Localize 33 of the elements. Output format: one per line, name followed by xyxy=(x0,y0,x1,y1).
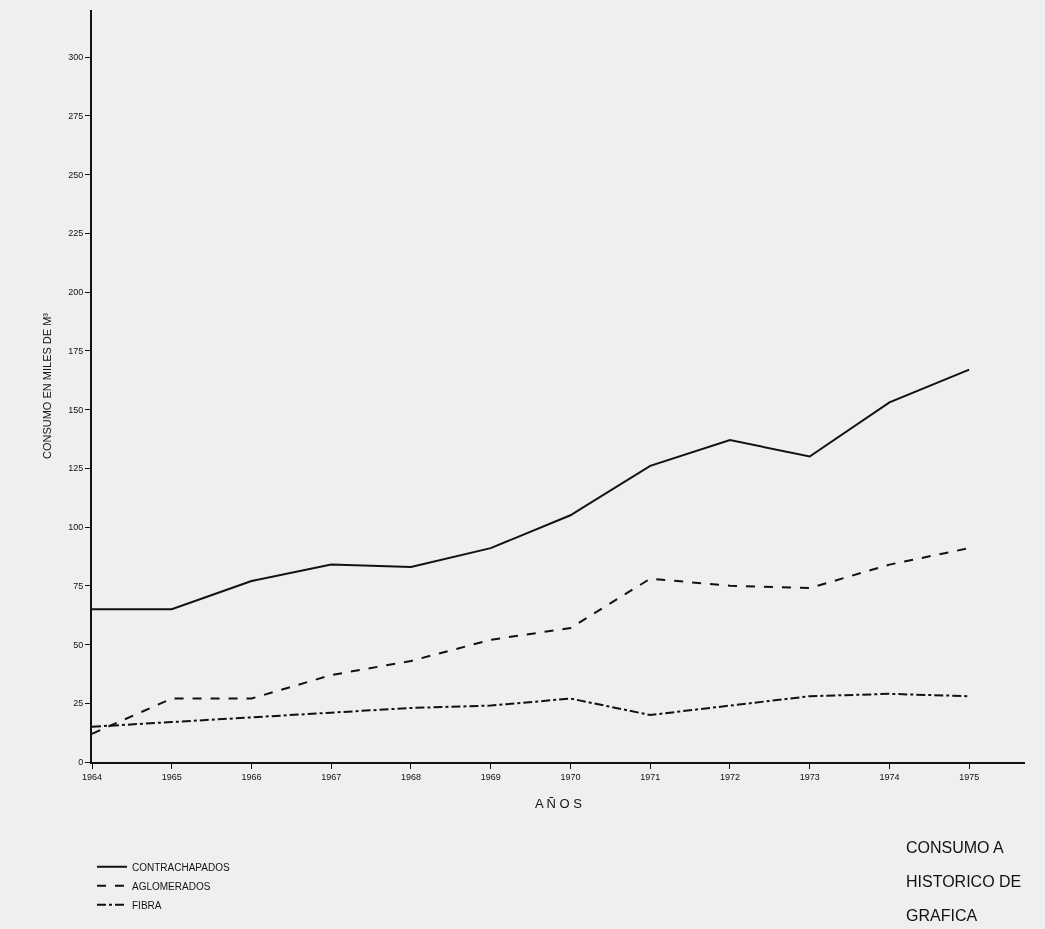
y-tick-label: 150 xyxy=(68,404,84,415)
x-tick-label: 1968 xyxy=(400,771,421,782)
y-tick-label: 225 xyxy=(68,228,84,239)
y-axis-title: CONSUMO EN MILES DE M³ xyxy=(41,312,54,460)
x-tick-label: 1974 xyxy=(879,771,900,782)
y-tick-label: 175 xyxy=(68,345,84,356)
text: GRAFICA xyxy=(906,907,978,924)
y-tick-label: 100 xyxy=(68,522,84,533)
x-tick-label: 1969 xyxy=(480,771,501,782)
y-tick-label: 25 xyxy=(73,698,84,709)
y-tick-label: 300 xyxy=(68,52,84,63)
legend-label: AGLOMERADOS xyxy=(132,880,211,892)
x-tick-label: 1973 xyxy=(799,771,820,782)
text: CONSUMO A xyxy=(906,839,1005,856)
x-tick-label: 1970 xyxy=(560,771,581,782)
legend-label: FIBRA xyxy=(132,899,162,911)
x-tick-label: 1967 xyxy=(321,771,342,782)
y-tick-label: 250 xyxy=(68,169,84,180)
text: HISTORICO DE xyxy=(906,873,1022,890)
y-tick-label: 125 xyxy=(68,463,84,474)
y-tick-label: 0 xyxy=(78,757,84,768)
x-axis-title: A Ñ O S xyxy=(535,795,583,811)
y-tick-label: 50 xyxy=(73,639,84,650)
y-tick-label: 275 xyxy=(68,110,84,121)
x-tick-label: 1965 xyxy=(161,771,182,782)
x-tick-label: 1975 xyxy=(959,771,980,782)
x-tick-label: 1966 xyxy=(241,771,262,782)
x-tick-label: 1964 xyxy=(81,771,103,782)
y-tick-label: 75 xyxy=(73,580,84,591)
legend-label: CONTRACHAPADOS xyxy=(132,861,230,873)
y-tick-label: 200 xyxy=(68,287,84,298)
x-tick-label: 1972 xyxy=(719,771,740,782)
x-tick-label: 1971 xyxy=(640,771,661,782)
